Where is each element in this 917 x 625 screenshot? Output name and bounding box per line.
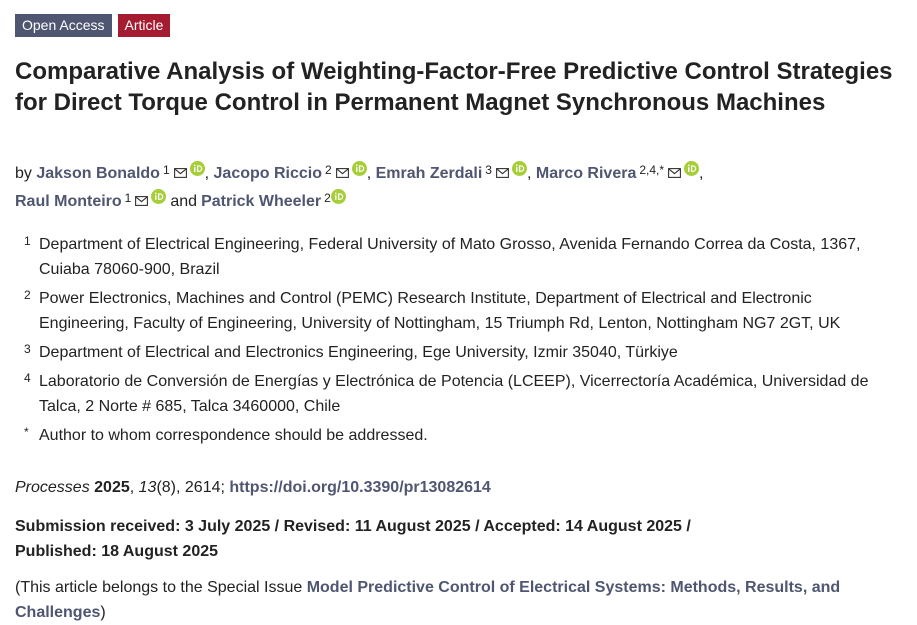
- special-issue-link[interactable]: Model Predictive Control of Electrical S…: [15, 579, 841, 621]
- author-name[interactable]: Marco Rivera: [535, 165, 637, 182]
- affiliation-text: Department of Electrical and Electronics…: [39, 344, 678, 361]
- article-badges: Open Access Article: [15, 14, 171, 37]
- affiliation-number: 2: [24, 288, 31, 302]
- special-issue-note: (This article belongs to the Special Iss…: [15, 575, 895, 625]
- author-affiliation-ref: 2,4,*: [639, 163, 665, 177]
- special-issue-suffix: ): [100, 604, 106, 621]
- affiliation-item: 4 Laboratorio de Conversión de Energías y…: [15, 369, 895, 419]
- affiliation-number: *: [24, 425, 29, 439]
- orcid-icon[interactable]: [351, 159, 367, 176]
- affiliation-item: * Author to whom correspondence should be…: [15, 423, 895, 448]
- orcid-icon[interactable]: [511, 159, 527, 176]
- dates-line-1: Submission received: 3 July 2025 / Revis…: [15, 518, 691, 535]
- affiliation-text: Department of Electrical Engineering, Fe…: [39, 236, 861, 278]
- affiliation-item: 1 Department of Electrical Engineering, F…: [15, 232, 895, 282]
- citation: Processes 2025, 13(8), 2614; https://doi…: [15, 479, 491, 496]
- publication-dates: Submission received: 3 July 2025 / Revis…: [15, 514, 775, 564]
- author: Patrick Wheeler 2: [201, 189, 346, 210]
- affiliation-text: Power Electronics, Machines and Control …: [39, 290, 841, 332]
- author-affiliation-ref: 2: [324, 191, 331, 205]
- mail-icon[interactable]: [335, 161, 349, 178]
- author-affiliation-ref: 3: [485, 163, 492, 177]
- author-affiliation-ref: 1: [124, 191, 132, 205]
- mail-icon[interactable]: [496, 161, 509, 178]
- citation-article-number: , 2614;: [176, 479, 230, 496]
- author-name[interactable]: Emrah Zerdali: [375, 165, 483, 182]
- orcid-icon[interactable]: [151, 187, 167, 204]
- affiliation-number: 1: [24, 234, 31, 248]
- orcid-icon[interactable]: [684, 159, 700, 176]
- author: Jakson Bonaldo 1: [36, 161, 205, 182]
- author-affiliation-ref: 2: [325, 163, 332, 177]
- orcid-icon[interactable]: [330, 187, 346, 204]
- author-list: by Jakson Bonaldo 1, Jacopo Riccio 2, Emra…: [15, 158, 895, 214]
- by-label: by: [15, 165, 32, 182]
- mail-icon[interactable]: [668, 161, 681, 178]
- journal-name[interactable]: Processes: [15, 479, 90, 496]
- open-access-badge[interactable]: Open Access: [15, 14, 112, 37]
- mail-icon[interactable]: [135, 189, 149, 206]
- citation-year: 2025: [94, 479, 130, 496]
- author: Marco Rivera 2,4,*: [535, 161, 700, 182]
- article-title: Comparative Analysis of Weighting-Factor…: [15, 58, 893, 116]
- citation-volume: 13: [138, 479, 157, 496]
- affiliation-number: 3: [24, 342, 31, 356]
- author-name[interactable]: Jakson Bonaldo: [36, 165, 160, 182]
- affiliations: 1 Department of Electrical Engineering, F…: [15, 232, 895, 452]
- doi-link[interactable]: https://doi.org/10.3390/pr13082614: [229, 479, 491, 496]
- and-label: and: [170, 193, 198, 210]
- affiliation-item: 3 Department of Electrical and Electronic…: [15, 340, 895, 365]
- author-name[interactable]: Jacopo Riccio: [213, 165, 322, 182]
- affiliation-item: 2 Power Electronics, Machines and Control…: [15, 286, 895, 336]
- author: Raul Monteiro 1: [15, 189, 167, 210]
- affiliation-text: Laboratorio de Conversión de Energías y …: [39, 373, 869, 415]
- affiliation-number: 4: [24, 371, 31, 385]
- author-name[interactable]: Raul Monteiro: [15, 193, 122, 210]
- special-issue-prefix: (This article belongs to the Special Iss…: [15, 579, 307, 596]
- author-name[interactable]: Patrick Wheeler: [201, 193, 322, 210]
- author-affiliation-ref: 1: [162, 163, 170, 177]
- dates-line-2: Published: 18 August 2025: [15, 543, 219, 560]
- article-type-badge: Article: [117, 14, 171, 37]
- author: Jacopo Riccio 2: [213, 161, 367, 182]
- author: Emrah Zerdali 3: [375, 161, 527, 182]
- affiliation-text: Author to whom correspondence should be …: [39, 427, 428, 444]
- mail-icon[interactable]: [173, 161, 187, 178]
- orcid-icon[interactable]: [189, 159, 205, 176]
- citation-issue: (8): [156, 479, 176, 496]
